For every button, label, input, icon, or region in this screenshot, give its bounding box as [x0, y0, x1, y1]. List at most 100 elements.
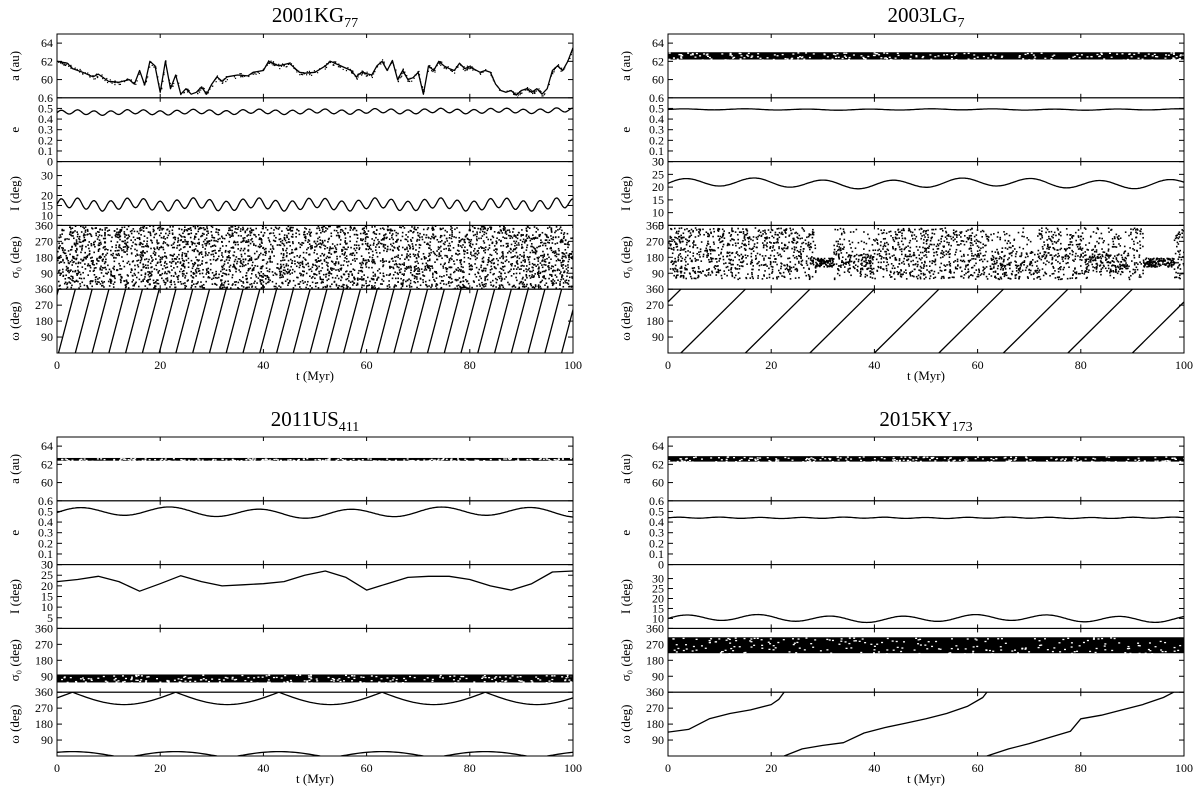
data-point: [359, 270, 362, 272]
band-gap: [985, 59, 988, 61]
data-point: [243, 264, 245, 267]
data-point: [515, 261, 518, 263]
data-point: [541, 270, 544, 273]
data-point: [483, 267, 485, 270]
data-point: [559, 67, 561, 69]
data-point: [525, 227, 528, 230]
data-point: [284, 269, 286, 272]
data-point: [521, 285, 524, 288]
data-point: [391, 234, 393, 237]
data-point: [419, 78, 421, 80]
data-point: [255, 288, 258, 290]
data-point: [58, 269, 61, 272]
data-point: [932, 277, 935, 279]
data-point: [251, 229, 253, 232]
data-point: [182, 262, 185, 265]
data-point: [493, 80, 495, 82]
band-gap: [759, 57, 762, 59]
data-point: [311, 281, 314, 284]
data-point: [522, 281, 524, 284]
data-point: [513, 240, 515, 243]
data-point: [444, 262, 446, 265]
data-point: [313, 240, 316, 243]
data-point: [537, 258, 540, 260]
data-point: [368, 256, 371, 258]
data-point: [144, 276, 146, 278]
data-point: [241, 263, 244, 266]
data-point: [193, 238, 196, 240]
data-point: [538, 276, 540, 279]
data-point: [401, 72, 403, 75]
data-point: [410, 266, 412, 269]
band-gap: [878, 54, 881, 56]
y-tick-label: 360: [35, 282, 53, 296]
data-point: [245, 278, 248, 280]
data-point: [863, 248, 865, 250]
data-point: [511, 263, 514, 265]
data-point: [518, 244, 520, 246]
data-point: [150, 247, 152, 250]
y-tick-label: 0: [47, 155, 53, 169]
data-point: [466, 249, 469, 251]
data-point: [247, 234, 250, 236]
data-point: [535, 251, 538, 253]
series-e: [668, 108, 1184, 111]
data-point: [344, 227, 347, 230]
data-point: [337, 268, 339, 271]
data-point: [197, 225, 199, 228]
data-point: [484, 285, 487, 287]
data-point: [541, 259, 544, 261]
data-point: [439, 275, 441, 278]
data-point: [347, 246, 349, 249]
panel-data-e: [57, 107, 573, 117]
data-point: [511, 237, 514, 239]
data-point: [402, 69, 404, 71]
data-point: [297, 242, 300, 244]
data-point: [563, 243, 566, 245]
data-point: [500, 255, 503, 258]
data-point: [547, 241, 549, 244]
band-gap: [747, 52, 750, 55]
data-point: [139, 241, 142, 244]
data-point: [461, 246, 463, 249]
data-point: [216, 75, 219, 77]
data-point: [450, 225, 452, 228]
data-point: [221, 245, 224, 247]
data-point: [1017, 271, 1020, 274]
data-point: [495, 281, 498, 284]
data-point: [249, 267, 252, 270]
data-point: [241, 228, 244, 231]
data-point: [246, 277, 248, 280]
data-point: [303, 270, 305, 273]
data-point: [439, 255, 442, 257]
data-point: [170, 262, 173, 264]
data-point: [936, 254, 939, 256]
data-point: [450, 278, 453, 280]
data-point: [146, 243, 148, 245]
data-point: [127, 78, 129, 80]
data-point: [163, 235, 165, 238]
data-point: [513, 235, 515, 237]
data-point: [313, 251, 316, 254]
data-point: [287, 264, 290, 267]
data-point: [320, 231, 322, 234]
data-point: [474, 258, 477, 261]
data-point: [325, 227, 327, 229]
series-omega-cycle: [309, 289, 328, 354]
data-point: [344, 240, 347, 242]
data-point: [913, 254, 916, 257]
data-point: [200, 251, 203, 253]
data-point: [1036, 265, 1038, 267]
data-point: [335, 234, 338, 237]
data-point: [137, 285, 140, 288]
data-point: [312, 263, 314, 266]
data-point: [463, 238, 466, 241]
data-point: [467, 67, 469, 70]
data-point: [134, 238, 137, 241]
data-point: [854, 247, 857, 250]
data-point: [187, 89, 190, 91]
data-point: [133, 284, 135, 287]
data-point: [484, 249, 487, 251]
data-point: [139, 243, 141, 246]
